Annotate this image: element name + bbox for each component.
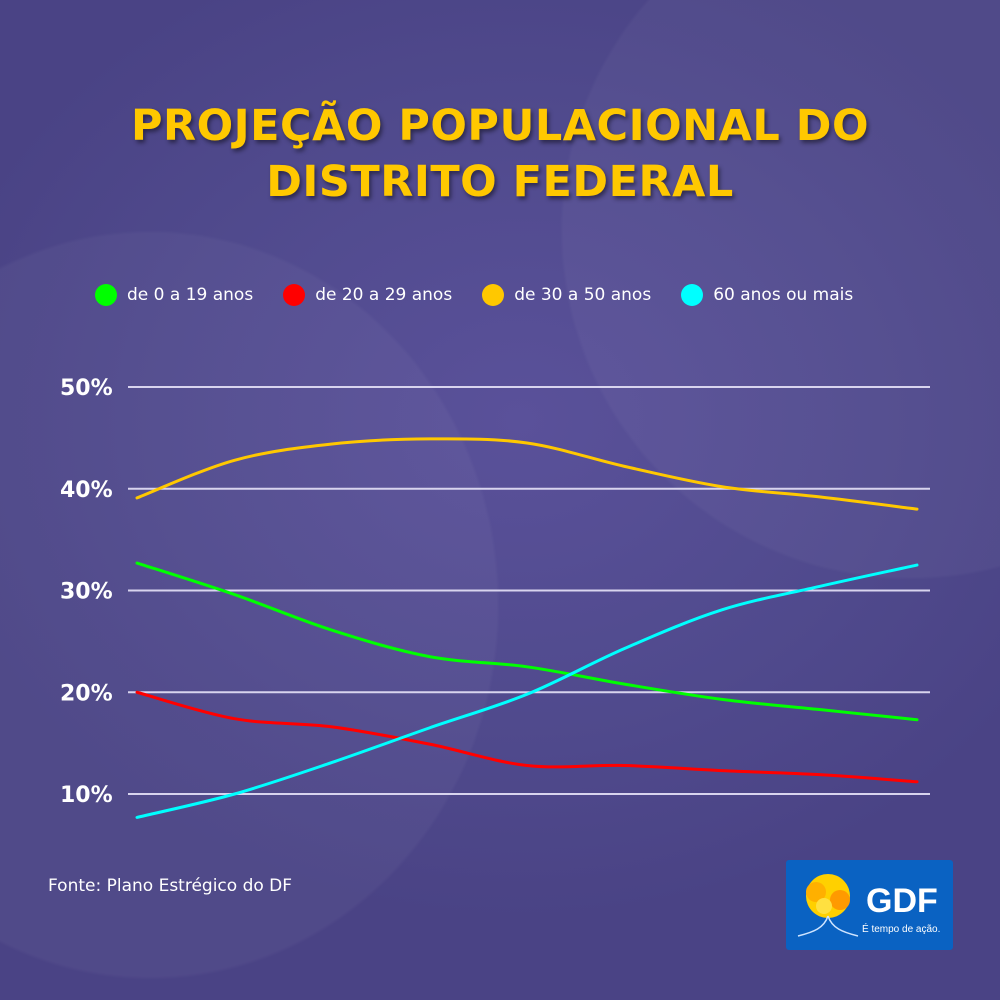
series-line	[135, 690, 919, 784]
legend-label: de 20 a 29 anos	[315, 285, 453, 305]
y-tick-label: 10%	[60, 783, 113, 808]
gdf-logo: GDF É tempo de ação.	[786, 860, 953, 950]
title-line-2: DISTRITO FEDERAL	[266, 157, 734, 207]
legend-label: de 30 a 50 anos	[514, 285, 652, 305]
legend-label: 60 anos ou mais	[713, 285, 854, 305]
legend-item: de 30 a 50 anos	[482, 284, 651, 306]
legend-item: de 20 a 29 anos	[283, 284, 452, 306]
y-tick-label: 30%	[60, 580, 113, 605]
legend-item: 60 anos ou mais	[681, 284, 853, 306]
legend-label: de 0 a 19 anos	[127, 285, 254, 305]
legend-swatch	[482, 284, 505, 306]
legend-swatch	[283, 284, 306, 306]
tree-icon	[797, 874, 859, 937]
legend-swatch	[681, 284, 704, 306]
y-tick-label: 20%	[60, 681, 113, 706]
series-line	[135, 563, 919, 819]
legend-swatch	[95, 284, 117, 306]
source-note: Fonte: Plano Estrégico do DF	[48, 876, 293, 896]
y-tick-label: 40%	[60, 478, 113, 503]
logo-tagline: É tempo de ação.	[862, 924, 941, 935]
logo-text: GDF	[866, 882, 938, 920]
series-line	[135, 437, 919, 511]
y-tick-label: 50%	[60, 376, 113, 401]
chart-title: PROJEÇÃO POPULACIONAL DO DISTRITO FEDERAL	[0, 98, 1000, 210]
series-line	[135, 561, 919, 722]
legend-item: de 0 a 19 anos	[95, 284, 253, 306]
legend: de 0 a 19 anos de 20 a 29 anos de 30 a 50 …	[95, 284, 975, 306]
title-line-1: PROJEÇÃO POPULACIONAL DO	[130, 101, 870, 151]
